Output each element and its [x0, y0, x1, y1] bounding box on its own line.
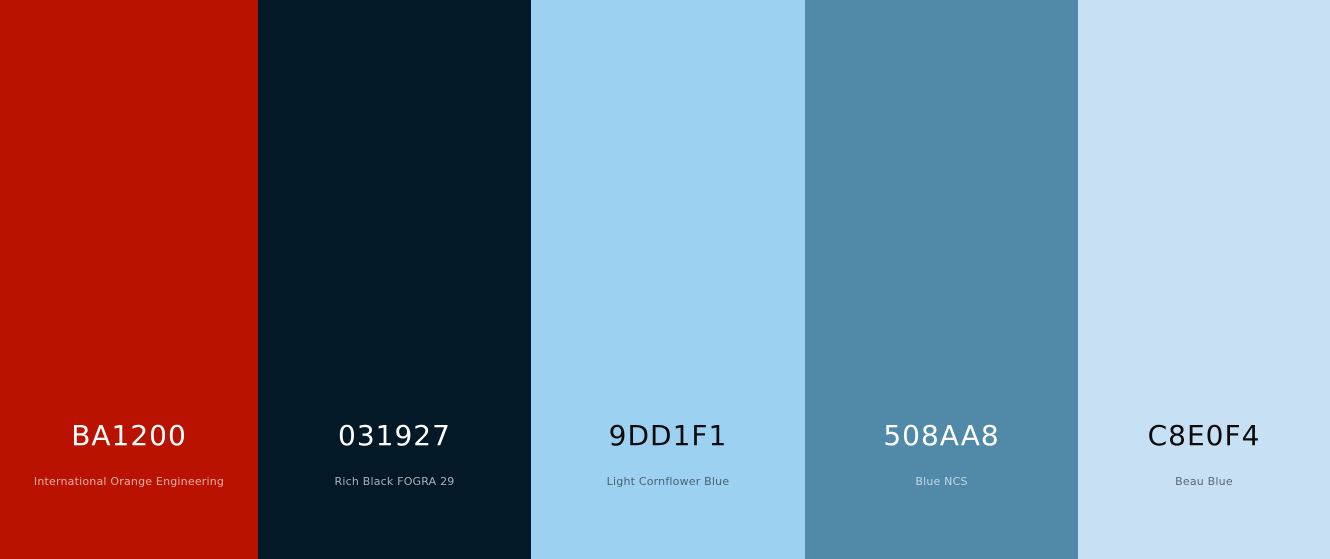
- swatch-hex-code[interactable]: BA1200: [71, 419, 187, 452]
- swatch-color-name: International Orange Engineering: [33, 475, 225, 488]
- swatch-hex-code[interactable]: 508AA8: [883, 419, 1000, 452]
- color-swatch-rich-black-fogra-29[interactable]: 031927 Rich Black FOGRA 29: [258, 0, 531, 559]
- swatch-hex-code[interactable]: 9DD1F1: [608, 419, 728, 452]
- swatch-hex-code[interactable]: C8E0F4: [1147, 419, 1261, 452]
- color-swatch-light-cornflower-blue[interactable]: 9DD1F1 Light Cornflower Blue: [531, 0, 805, 559]
- swatch-color-name: Beau Blue: [1175, 475, 1233, 488]
- swatch-color-name: Light Cornflower Blue: [606, 475, 730, 488]
- swatch-hex-code[interactable]: 031927: [338, 419, 451, 452]
- swatch-color-name: Rich Black FOGRA 29: [334, 475, 455, 488]
- swatch-color-name: Blue NCS: [915, 475, 968, 488]
- color-swatch-beau-blue[interactable]: C8E0F4 Beau Blue: [1078, 0, 1330, 559]
- color-swatch-blue-ncs[interactable]: 508AA8 Blue NCS: [805, 0, 1078, 559]
- color-swatch-international-orange-engineering[interactable]: BA1200 International Orange Engineering: [0, 0, 258, 559]
